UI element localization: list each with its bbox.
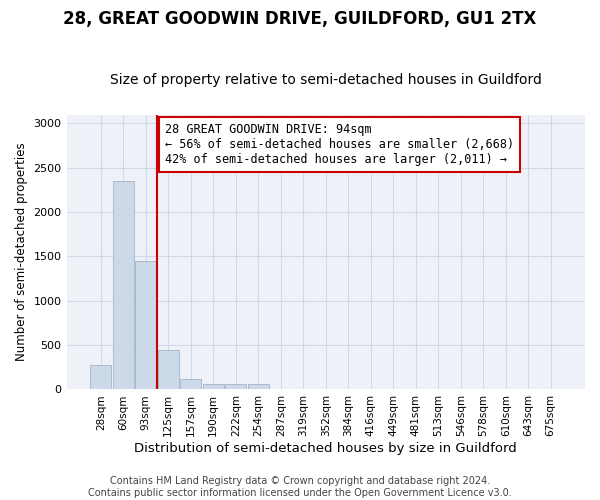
Bar [113, 181, 134, 390]
Bar [248, 384, 269, 390]
Bar [90, 364, 112, 390]
Text: 28, GREAT GOODWIN DRIVE, GUILDFORD, GU1 2TX: 28, GREAT GOODWIN DRIVE, GUILDFORD, GU1 … [64, 10, 536, 28]
Text: 28 GREAT GOODWIN DRIVE: 94sqm
← 56% of semi-detached houses are smaller (2,668)
: 28 GREAT GOODWIN DRIVE: 94sqm ← 56% of s… [165, 123, 514, 166]
Bar [203, 384, 224, 390]
Bar [135, 261, 157, 390]
Title: Size of property relative to semi-detached houses in Guildford: Size of property relative to semi-detach… [110, 73, 542, 87]
Bar [180, 379, 202, 390]
Y-axis label: Number of semi-detached properties: Number of semi-detached properties [15, 142, 28, 362]
Bar [225, 384, 247, 390]
Bar [158, 350, 179, 390]
Text: Contains HM Land Registry data © Crown copyright and database right 2024.
Contai: Contains HM Land Registry data © Crown c… [88, 476, 512, 498]
X-axis label: Distribution of semi-detached houses by size in Guildford: Distribution of semi-detached houses by … [134, 442, 517, 455]
